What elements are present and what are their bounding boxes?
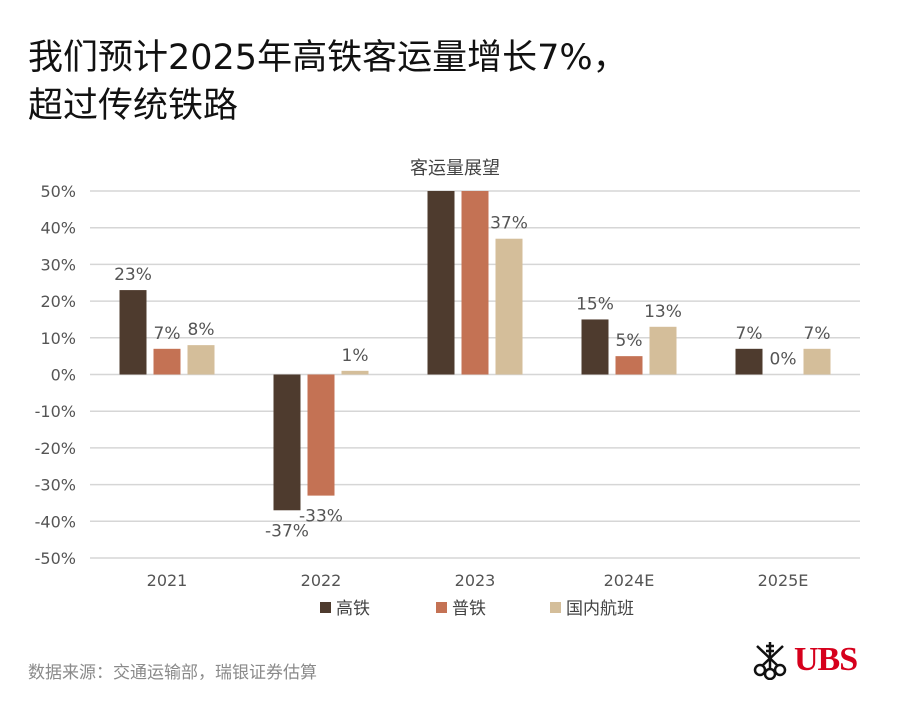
ubs-logo: UBS [752,640,858,680]
bar-高铁-2023 [427,191,455,375]
chart-title: 客运量展望 [410,158,500,179]
x-tick-label: 2025E [758,571,809,590]
data-label: 7% [154,324,181,344]
legend-swatch-2 [550,602,561,613]
data-label: 7% [804,324,831,344]
bar-高铁-2021 [119,290,147,375]
page-title: 我们预计2025年高铁客运量增长7%， 超过传统铁路 [28,34,628,130]
y-tick-label: 40% [40,219,76,238]
bar-国内航班-2021 [187,345,215,375]
bar-普铁-2021 [153,348,181,375]
bar-高铁-2025E [735,348,763,375]
data-label: 5% [616,331,643,351]
x-tick-label: 2021 [147,571,188,590]
x-tick-label: 2023 [455,571,496,590]
legend-label: 普铁 [452,599,486,619]
bar-chart: 客运量展望 50% 40% 30% 20% 10% 0% -10% -20% -30% -40% -5… [35,158,860,619]
data-label: 23% [114,265,152,285]
bar-国内航班-2025E [803,348,831,375]
bar-国内航班-2022 [341,370,369,375]
y-tick-label: -50% [35,549,76,568]
y-tick-label: 10% [40,329,76,348]
y-tick-label: 50% [40,182,76,201]
y-tick-label: -30% [35,476,76,495]
title-line-1: 我们预计2025年高铁客运量增长7%， [28,38,628,78]
logo-text: UBS [794,641,858,678]
y-tick-label: 20% [40,292,76,311]
data-label: 1% [342,346,369,366]
bar-国内航班-2023 [495,238,523,375]
data-label: -33% [299,507,343,527]
bar-高铁-2024E [581,319,609,375]
bar-普铁-2024E [615,356,643,375]
y-tick-label: -40% [35,512,76,531]
bar-普铁-2022 [307,374,335,496]
y-tick-label: 0% [51,366,76,385]
x-tick-label: 2022 [301,571,342,590]
data-label: -37% [265,521,309,541]
keys-icon [753,642,787,680]
data-label: 0% [770,350,797,370]
bar-国内航班-2024E [649,326,677,375]
data-label: 8% [188,320,215,340]
data-label: 15% [576,294,614,314]
data-label: 7% [736,324,763,344]
legend-swatch-1 [436,602,447,613]
data-label: 37% [490,214,528,234]
legend-swatch-0 [320,602,331,613]
y-tick-label: -10% [35,402,76,421]
y-tick-label: -20% [35,439,76,458]
bar-普铁-2023 [461,191,489,375]
bar-高铁-2022 [273,374,301,511]
legend-label: 高铁 [336,599,370,619]
data-label: 13% [644,302,682,322]
y-tick-label: 30% [40,255,76,274]
title-line-2: 超过传统铁路 [28,86,239,126]
legend-label: 国内航班 [566,599,634,619]
x-tick-label: 2024E [604,571,655,590]
source-note: 数据来源：交通运输部，瑞银证券估算 [28,663,317,683]
